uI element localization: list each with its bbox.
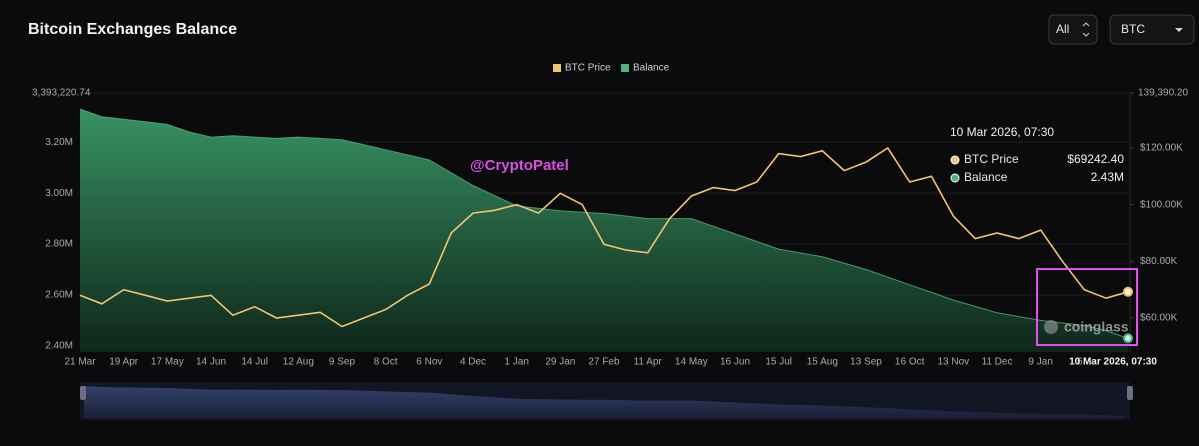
y2-tick-label: $120.00K — [1140, 143, 1183, 154]
x-tick-label: 15 Jul — [765, 357, 792, 368]
y2-tick-label: $80.00K — [1140, 256, 1178, 267]
watermark: coinglass — [1064, 319, 1129, 335]
x-tick-label: 11 Apr — [634, 357, 663, 368]
x-tick-label: 19 Apr — [109, 357, 139, 368]
range-select[interactable] — [1048, 14, 1098, 45]
highlight-box — [1036, 268, 1138, 346]
y-tick-label: 2.60M — [45, 290, 73, 301]
balance-end-point — [1123, 333, 1133, 344]
x-tick-label: 13 Nov — [937, 357, 969, 368]
y-tick-label: 3.20M — [45, 137, 73, 148]
x-tick-label: 11 Dec — [982, 357, 1013, 368]
tooltip-name: BTC Price — [964, 152, 1019, 166]
x-tick-label: 1 Jan — [504, 357, 528, 368]
x-tick-label: 15 Aug — [807, 357, 838, 368]
y2-tick-label: $100.00K — [1140, 199, 1183, 210]
legend-label: BTC Price — [565, 63, 611, 74]
x-tick-label: 14 May — [675, 357, 708, 368]
coin-select-label[interactable]: BTC — [1121, 22, 1145, 36]
price-end-point — [1123, 286, 1133, 297]
select-icon — [1082, 22, 1090, 37]
balance-area — [80, 109, 1128, 352]
x-tick-label: 14 Jun — [196, 357, 226, 368]
navigator-handle[interactable] — [1127, 386, 1133, 400]
y2-tick-label: 139,390.20 — [1138, 88, 1188, 99]
x-tick-label: 14 Jul — [241, 357, 268, 368]
x-tick-label: 12 Aug — [283, 357, 314, 368]
y-tick-label: 3.00M — [45, 188, 73, 199]
dropdown-icon — [1175, 28, 1183, 32]
x-tick-label: 6 Nov — [416, 357, 442, 368]
x-tick-label: 8 Oct — [374, 357, 398, 368]
x-crosshair-label-bg — [1082, 354, 1174, 369]
tooltip-value: $69242.40 — [1067, 152, 1124, 166]
y-tick-label: 2.40M — [45, 341, 73, 352]
legend-swatch — [553, 64, 561, 72]
x-tick-label: 16 Oct — [895, 357, 925, 368]
plot: BTC Price Balance 2.40M 2.60M 2.80M 3.00M 3.20… — [32, 63, 1188, 420]
range-select-label[interactable]: All — [1056, 22, 1069, 36]
tooltip-value: 2.43M — [1091, 170, 1124, 184]
x-tick-label: 27 Feb — [588, 357, 620, 368]
x-tick-label: 9 Sep — [329, 357, 356, 368]
navigator-area — [84, 386, 1126, 418]
navigator-handle[interactable] — [80, 386, 86, 400]
x-tick-label: 9 Jan — [1028, 357, 1052, 368]
chart-title: Bitcoin Exchanges Balance — [28, 21, 237, 38]
x-tick-label: 13 Sep — [850, 357, 882, 368]
tooltip-title: 10 Mar 2026, 07:30 — [950, 125, 1054, 139]
tooltip-name: Balance — [964, 170, 1008, 184]
watermark-icon — [1044, 320, 1058, 334]
y2-tick-label: $60.00K — [1140, 313, 1178, 324]
y-tick-label: 3,393,220.74 — [32, 88, 91, 99]
x-tick-label: 17 May — [151, 357, 184, 368]
x-crosshair-label: 10 Mar 2026, 07:30 — [1069, 357, 1157, 368]
balance-line — [79, 108, 1129, 339]
x-tick-label: 4 Dec — [460, 357, 486, 368]
x-tick-label: 21 Mar — [64, 357, 96, 368]
coin-select[interactable] — [1109, 14, 1195, 45]
x-tick-label: 16 Jun — [720, 357, 750, 368]
annotation: @CryptoPatel — [470, 157, 569, 174]
tooltip-swatch — [950, 173, 960, 183]
y-tick-label: 2.80M — [45, 239, 73, 250]
price-line — [79, 146, 1129, 328]
legend-label: Balance — [633, 63, 670, 74]
x-tick-label: 29 Jan — [545, 357, 575, 368]
legend-swatch — [621, 64, 629, 72]
tooltip-swatch — [950, 155, 960, 165]
